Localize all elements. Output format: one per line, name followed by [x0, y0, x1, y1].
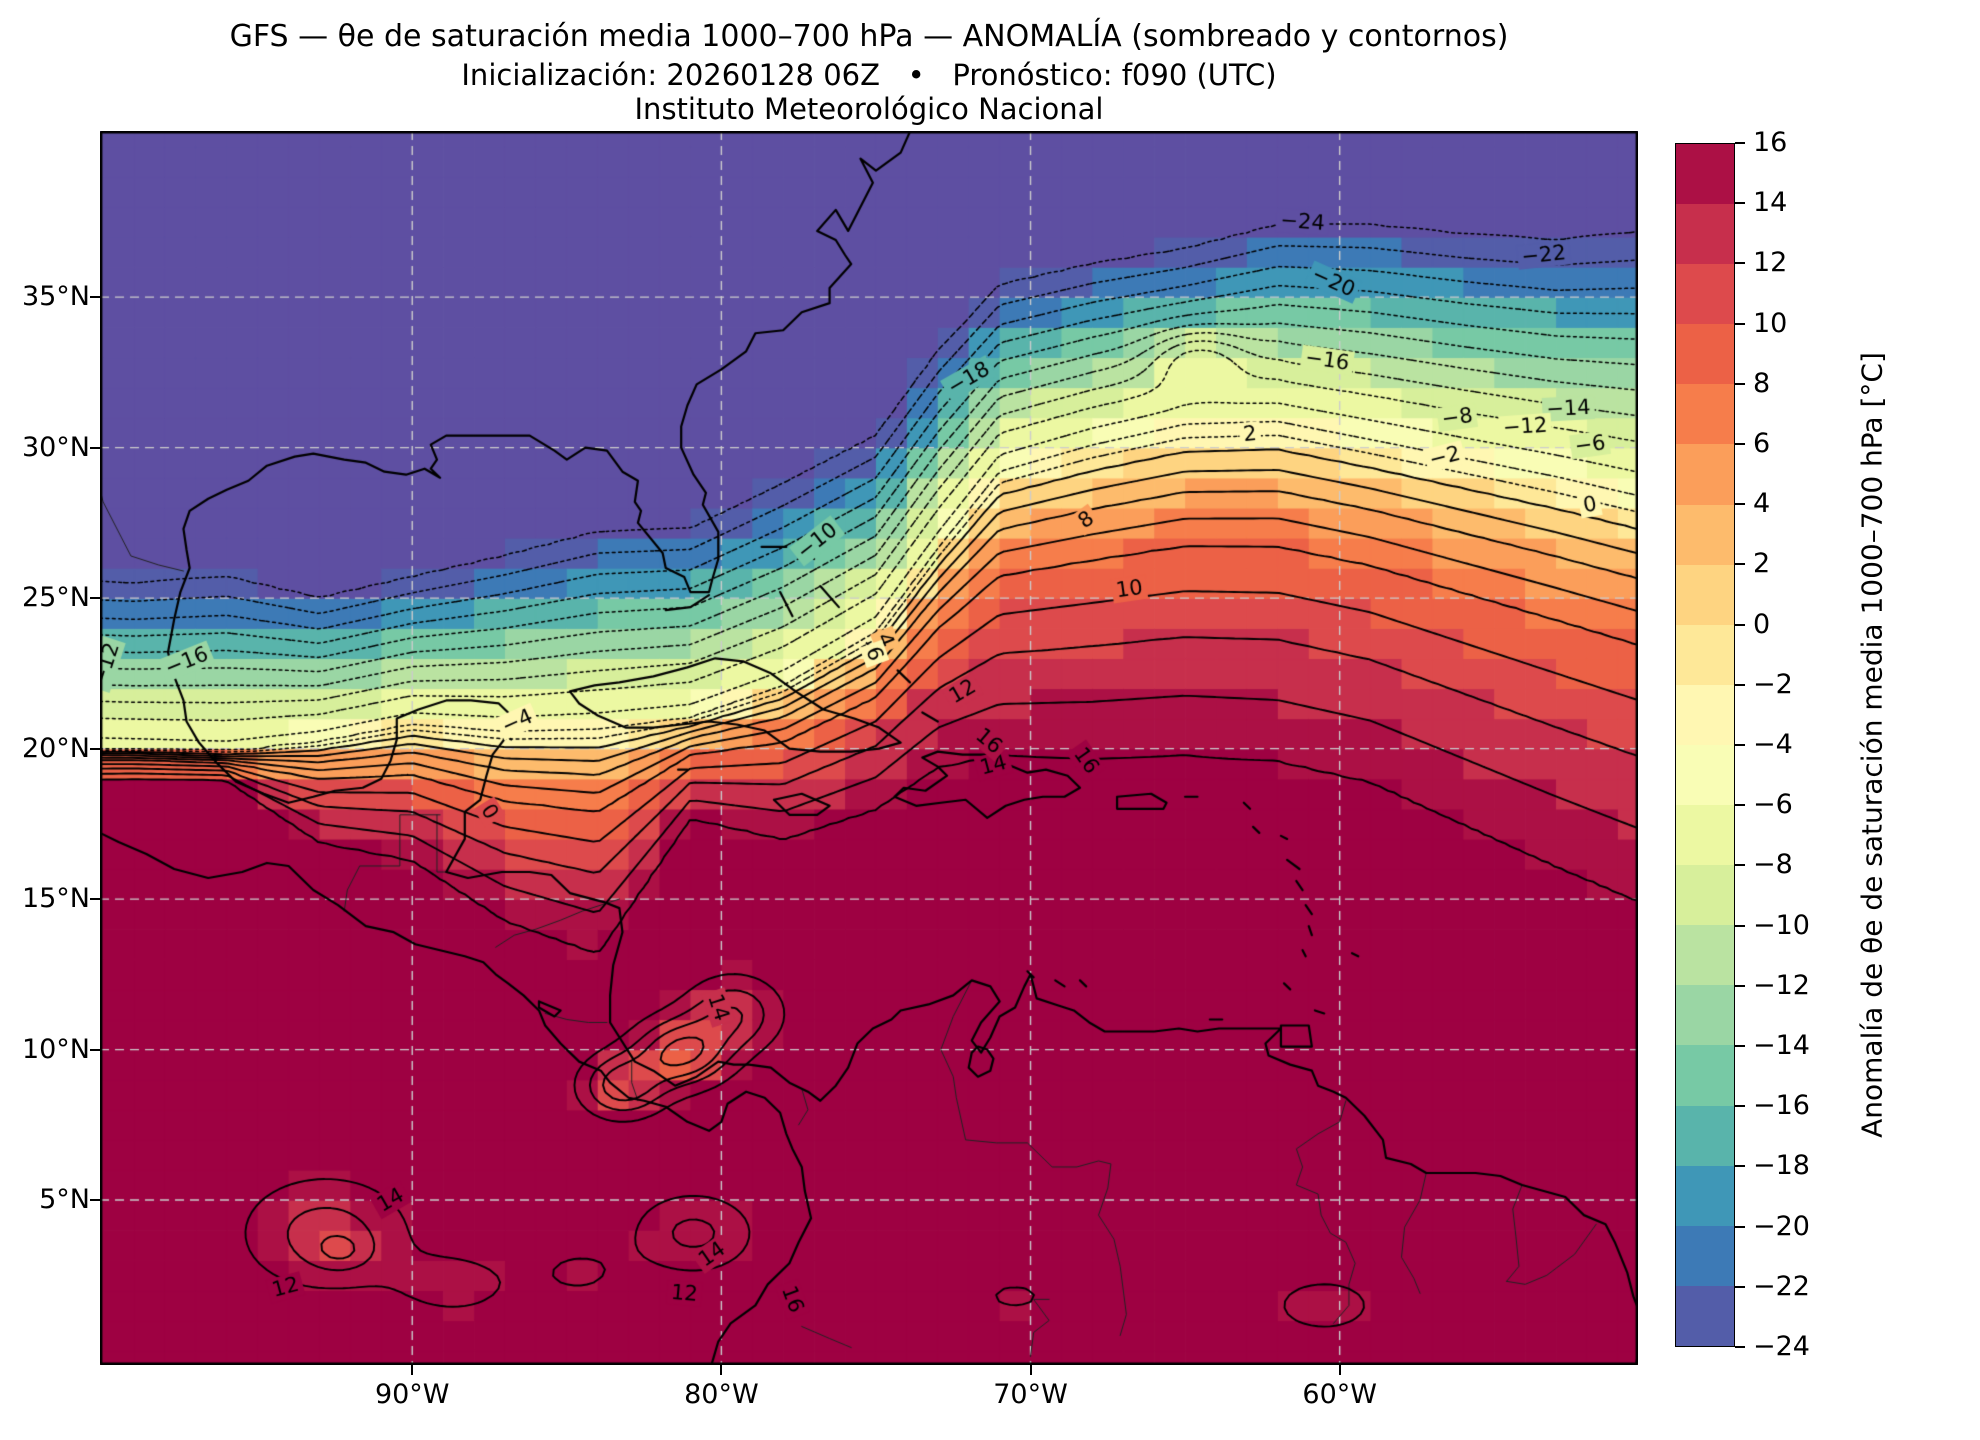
colorbar-tick-mark: [1735, 1346, 1745, 1348]
y-tick-label: 5°N: [39, 1184, 90, 1216]
y-tick-mark: [90, 446, 100, 449]
x-tick-label: 60°W: [1302, 1379, 1377, 1410]
colorbar-tick-mark: [1735, 984, 1745, 987]
colorbar-tick-label: 14: [1753, 187, 1788, 219]
colorbar-tick-label: −16: [1753, 1090, 1810, 1122]
colorbar-tick-label: −12: [1753, 969, 1810, 1001]
map-canvas: [100, 131, 1638, 1365]
colorbar-cell: [1676, 1165, 1734, 1226]
y-tick-label: 35°N: [21, 281, 90, 313]
colorbar-cell: [1676, 985, 1734, 1046]
colorbar-cell: [1676, 384, 1734, 445]
y-tick-mark: [90, 898, 100, 901]
colorbar-cell: [1676, 564, 1734, 625]
x-tick-label: 80°W: [684, 1379, 759, 1410]
chart-subtitle-institution: Instituto Meteorológico Nacional: [634, 92, 1104, 126]
colorbar-cell: [1676, 1285, 1734, 1346]
x-tick-label: 70°W: [993, 1379, 1068, 1410]
colorbar-tick-label: −22: [1753, 1270, 1810, 1302]
y-tick-label: 15°N: [21, 883, 90, 915]
colorbar-tick-mark: [1735, 202, 1745, 205]
colorbar-tick-label: −4: [1753, 729, 1793, 760]
colorbar-tick-mark: [1735, 503, 1745, 506]
colorbar-cell: [1676, 1225, 1734, 1286]
x-tick-mark: [1338, 1365, 1341, 1375]
y-tick-label: 25°N: [21, 582, 90, 614]
colorbar-cell: [1676, 624, 1734, 685]
colorbar-cell: [1676, 1045, 1734, 1106]
colorbar-tick-mark: [1735, 443, 1745, 445]
colorbar-tick-label: −24: [1753, 1331, 1810, 1362]
colorbar-tick-label: −6: [1753, 789, 1793, 821]
colorbar-cell: [1676, 264, 1734, 325]
colorbar-cell: [1676, 684, 1734, 745]
y-tick-label: 30°N: [21, 431, 90, 463]
colorbar-cell: [1676, 865, 1734, 926]
colorbar-tick-mark: [1735, 1165, 1745, 1168]
colorbar-cell: [1676, 144, 1734, 205]
colorbar-tick-label: 16: [1753, 127, 1788, 158]
y-tick-mark: [90, 597, 100, 600]
x-tick-label: 90°W: [374, 1379, 450, 1410]
y-tick-label: 20°N: [21, 732, 90, 764]
colorbar-tick-label: −14: [1753, 1030, 1810, 1061]
colorbar-tick-label: −2: [1753, 668, 1793, 700]
colorbar-cell: [1676, 1105, 1734, 1166]
colorbar-tick-label: −8: [1753, 849, 1793, 881]
chart-subtitle-init-forecast: Inicialización: 20260128 06Z • Pronóstic…: [461, 58, 1277, 92]
chart-title: GFS — θe de saturación media 1000–700 hP…: [229, 19, 1509, 54]
x-tick-mark: [720, 1365, 723, 1375]
colorbar-tick-label: 6: [1753, 428, 1771, 459]
colorbar-tick-label: −10: [1753, 909, 1810, 941]
colorbar-tick-label: −18: [1753, 1150, 1810, 1182]
colorbar-tick-mark: [1735, 683, 1745, 686]
colorbar-tick-mark: [1735, 142, 1745, 144]
colorbar-tick-mark: [1735, 804, 1745, 807]
colorbar-tick-mark: [1735, 924, 1745, 927]
colorbar-tick-label: 8: [1753, 367, 1771, 399]
colorbar-tick-label: 2: [1753, 548, 1771, 580]
colorbar-cell: [1676, 504, 1734, 565]
colorbar-tick-label: 0: [1753, 608, 1771, 640]
colorbar-tick-mark: [1735, 1285, 1745, 1288]
colorbar-tick-label: 4: [1753, 488, 1771, 520]
colorbar-cell: [1676, 805, 1734, 866]
colorbar-tick-mark: [1735, 864, 1745, 867]
colorbar-cell: [1676, 204, 1734, 265]
colorbar-cell: [1676, 925, 1734, 986]
colorbar-tick-mark: [1735, 262, 1745, 265]
colorbar-label: Anomalía de θe de saturación media 1000–…: [1855, 352, 1889, 1138]
colorbar-tick-label: −20: [1753, 1210, 1810, 1242]
y-tick-mark: [90, 747, 100, 750]
colorbar-tick-mark: [1735, 382, 1745, 385]
colorbar-tick-mark: [1735, 1045, 1745, 1047]
y-tick-mark: [90, 296, 100, 299]
colorbar-tick-mark: [1735, 744, 1745, 746]
colorbar-tick-mark: [1735, 1105, 1745, 1108]
x-tick-mark: [1029, 1365, 1032, 1375]
colorbar-tick-mark: [1735, 623, 1745, 626]
colorbar-tick-label: 10: [1753, 307, 1788, 339]
colorbar-tick-mark: [1735, 1225, 1745, 1228]
y-tick-label: 10°N: [21, 1033, 90, 1065]
y-tick-mark: [90, 1048, 100, 1051]
x-tick-mark: [411, 1365, 414, 1375]
colorbar-cell: [1676, 744, 1734, 806]
y-tick-mark: [90, 1199, 100, 1202]
colorbar-tick-label: 12: [1753, 247, 1788, 279]
colorbar: [1675, 143, 1735, 1347]
colorbar-cell: [1676, 324, 1734, 385]
colorbar-cell: [1676, 444, 1734, 505]
colorbar-tick-mark: [1735, 563, 1745, 566]
colorbar-tick-mark: [1735, 322, 1745, 325]
